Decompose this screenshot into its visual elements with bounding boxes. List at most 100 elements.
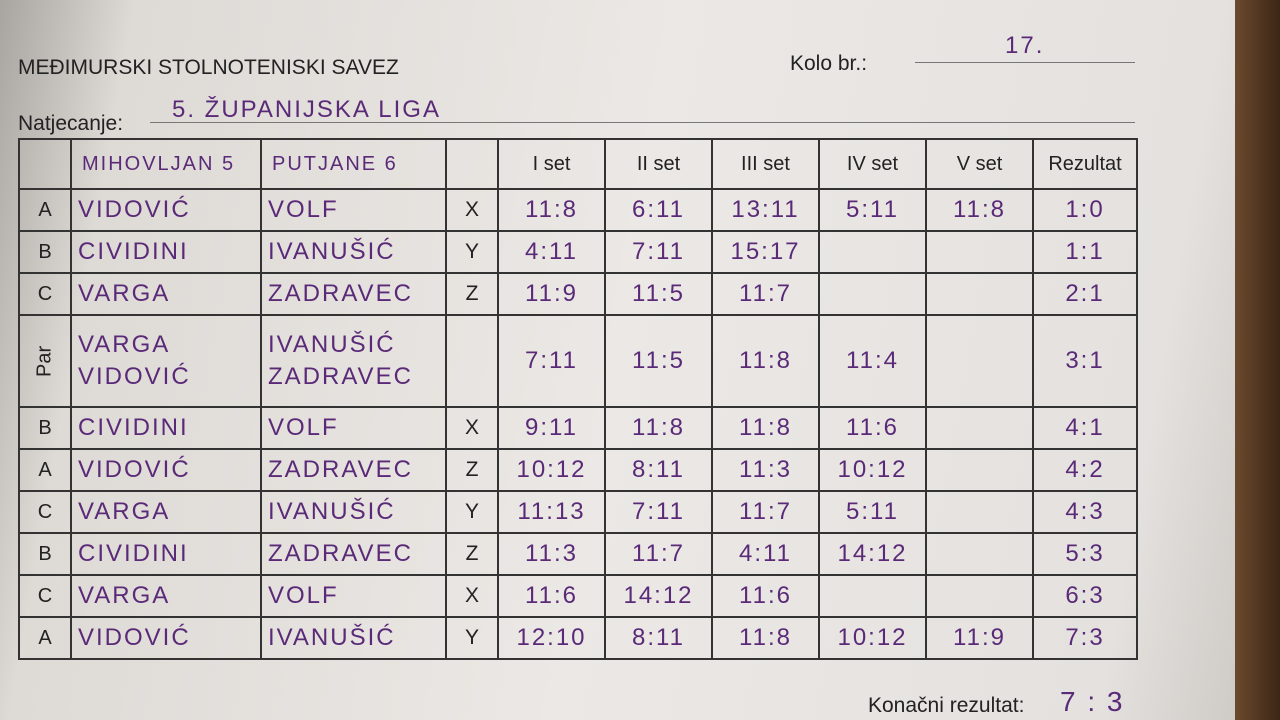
away-players: ZADRAVEC [260, 532, 447, 576]
away-player: IVANUŠIĆ [268, 238, 396, 265]
set-score: 11:3 [497, 532, 606, 576]
organization: MEĐIMURSKI STOLNOTENISKI SAVEZ [18, 56, 399, 79]
set-score: 7:11 [497, 314, 606, 408]
set-score [818, 230, 927, 274]
code: Y [445, 616, 499, 660]
set-score [925, 230, 1034, 274]
set-score: 6:11 [604, 188, 713, 232]
match-row: C VARGA IVANUŠIĆ Y 11:13 7:11 11:7 5:11 4:3 [18, 490, 1138, 534]
set-score [818, 272, 927, 316]
home-players: VARGA [70, 272, 262, 316]
set-header: IV set [818, 138, 927, 190]
code: Y [445, 230, 499, 274]
result-header: Rezultat [1032, 138, 1138, 190]
set-score: 10:12 [818, 616, 927, 660]
home-player: VIDOVIĆ [78, 196, 191, 223]
result: 2:1 [1032, 272, 1138, 316]
away-players: IVANUŠIĆ [260, 616, 447, 660]
code [445, 314, 499, 408]
match-row: A VIDOVIĆ IVANUŠIĆ Y 12:10 8:11 11:8 10:12 11:9 7… [18, 616, 1138, 660]
table-edge [1235, 0, 1280, 720]
set-score [925, 574, 1034, 618]
home-player: VIDOVIĆ [78, 624, 191, 651]
home-player: VARGA [78, 582, 171, 609]
competition: 5. ŽUPANIJSKA LIGA [172, 96, 441, 123]
code: Y [445, 490, 499, 534]
home-player: VARGA [78, 498, 171, 525]
home-player: CIVIDINI [78, 238, 189, 265]
set-score [818, 574, 927, 618]
set-score: 11:5 [604, 314, 713, 408]
away-players: VOLF [260, 406, 447, 450]
set-score [925, 448, 1034, 492]
home-player: CIVIDINI [78, 540, 189, 567]
away-players: ZADRAVEC [260, 272, 447, 316]
set-header: I set [497, 138, 606, 190]
home-player: CIVIDINI [78, 414, 189, 441]
slot: Par [19, 315, 71, 407]
home-players: VIDOVIĆ [70, 188, 262, 232]
result: 4:2 [1032, 448, 1138, 492]
set-score: 11:8 [925, 188, 1034, 232]
away-players: ZADRAVEC [260, 448, 447, 492]
set-score: 8:11 [604, 616, 713, 660]
match-row: B CIVIDINI IVANUŠIĆ Y 4:11 7:11 15:17 1:1 [18, 230, 1138, 274]
set-score: 15:17 [711, 230, 820, 274]
home-players: VIDOVIĆ [70, 448, 262, 492]
home-player: VIDOVIĆ [78, 456, 191, 483]
set-score: 14:12 [604, 574, 713, 618]
home-players: CIVIDINI [70, 532, 262, 576]
set-score: 10:12 [497, 448, 606, 492]
slot: B [18, 532, 72, 576]
match-row: B CIVIDINI ZADRAVEC Z 11:3 11:7 4:11 14:12 5:3 [18, 532, 1138, 576]
competition-line [150, 122, 1135, 123]
set-score: 11:3 [711, 448, 820, 492]
home-players: VARGA [70, 574, 262, 618]
away-player: ZADRAVEC [268, 540, 413, 567]
result: 6:3 [1032, 574, 1138, 618]
set-header: III set [711, 138, 820, 190]
code: Z [445, 448, 499, 492]
set-score: 11:7 [604, 532, 713, 576]
round: 17. [1005, 32, 1045, 59]
set-score: 11:7 [711, 272, 820, 316]
set-score [925, 532, 1034, 576]
set-score: 5:11 [818, 490, 927, 534]
set-score: 11:8 [497, 188, 606, 232]
home-players: VARGA VIDOVIĆ [70, 314, 262, 408]
set-score [925, 490, 1034, 534]
result: 3:1 [1032, 314, 1138, 408]
code: X [445, 574, 499, 618]
home-players: CIVIDINI [70, 230, 262, 274]
slot: B [18, 406, 72, 450]
away-players: IVANUŠIĆ [260, 230, 447, 274]
match-row: C VARGA ZADRAVEC Z 11:9 11:5 11:7 2:1 [18, 272, 1138, 316]
set-score: 11:9 [497, 272, 606, 316]
set-score: 4:11 [711, 532, 820, 576]
set-score: 11:6 [711, 574, 820, 618]
set-score: 11:6 [497, 574, 606, 618]
away-player: VOLF [268, 196, 339, 223]
set-score: 11:8 [604, 406, 713, 450]
away-player: ZADRAVEC [268, 280, 413, 307]
result: 4:1 [1032, 406, 1138, 450]
home-players: CIVIDINI [70, 406, 262, 450]
set-score [925, 406, 1034, 450]
slot: C [18, 574, 72, 618]
slot: C [18, 490, 72, 534]
result: 1:0 [1032, 188, 1138, 232]
away-player: IVANUŠIĆ [268, 624, 396, 651]
round-line [915, 62, 1135, 63]
set-score: 8:11 [604, 448, 713, 492]
result: 7:3 [1032, 616, 1138, 660]
header-row: MIHOVLJAN 5 PUTJANE 6 I set II set III set IV… [18, 138, 1138, 190]
home-team: MIHOVLJAN 5 [70, 138, 262, 190]
competition-label: Natjecanje: [18, 112, 124, 135]
away-team: PUTJANE 6 [260, 138, 447, 190]
away-player: VOLF [268, 414, 339, 441]
home-players: VIDOVIĆ [70, 616, 262, 660]
set-score: 7:11 [604, 490, 713, 534]
away-player: IVANUŠIĆ [268, 498, 396, 525]
